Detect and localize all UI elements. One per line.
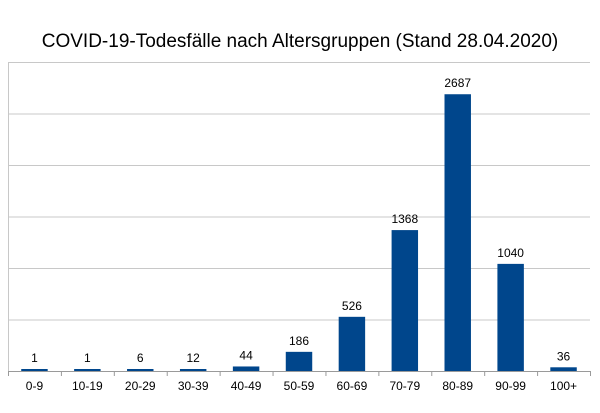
x-tick-label-70-79: 70-79: [389, 379, 420, 393]
data-label-90-99: 1040: [497, 246, 524, 260]
bar-70-79: [391, 230, 419, 371]
bar-10-19: [74, 369, 101, 371]
data-label-80-89: 2687: [444, 76, 471, 90]
bar-100+: [550, 367, 577, 371]
data-label-70-79: 1368: [391, 212, 418, 226]
data-label-50-59: 186: [289, 334, 309, 348]
bar-50-59: [285, 351, 313, 371]
bars: [21, 94, 577, 371]
x-tick-label-0-9: 0-9: [26, 379, 44, 393]
grid-lines: [8, 62, 590, 321]
data-labels: 1 1 6 12 44 186 526 1368 2687 1040 36: [31, 76, 570, 365]
x-tick-label-30-39: 30-39: [178, 379, 209, 393]
chart-title: COVID-19-Todesfälle nach Altersgruppen (…: [42, 31, 558, 52]
x-tick-label-10-19: 10-19: [72, 379, 103, 393]
data-label-0-9: 1: [31, 351, 38, 365]
bar-0-9: [21, 369, 48, 371]
data-label-100+: 36: [557, 349, 571, 363]
x-axis: 0-9 10-19 20-29 30-39 40-49 50-59 60-69 70-79 80…: [8, 62, 591, 393]
data-label-60-69: 526: [342, 299, 362, 313]
bar-90-99: [497, 263, 524, 371]
bar-60-69: [338, 316, 366, 371]
data-label-40-49: 44: [239, 348, 253, 362]
data-label-20-29: 6: [137, 351, 144, 365]
bar-30-39: [179, 369, 207, 371]
data-label-10-19: 1: [84, 351, 91, 365]
x-tick-label-40-49: 40-49: [231, 379, 262, 393]
x-tick-label-50-59: 50-59: [284, 379, 315, 393]
bar-20-29: [127, 369, 154, 371]
x-tick-label-60-69: 60-69: [337, 379, 368, 393]
x-tick-label-20-29: 20-29: [125, 379, 156, 393]
x-tick-label-100+: 100+: [550, 379, 577, 393]
x-tick-label-80-89: 80-89: [442, 379, 473, 393]
bar-40-49: [232, 366, 260, 371]
data-label-30-39: 12: [187, 351, 201, 365]
bar-80-89: [444, 94, 471, 371]
x-tick-label-90-99: 90-99: [495, 379, 526, 393]
